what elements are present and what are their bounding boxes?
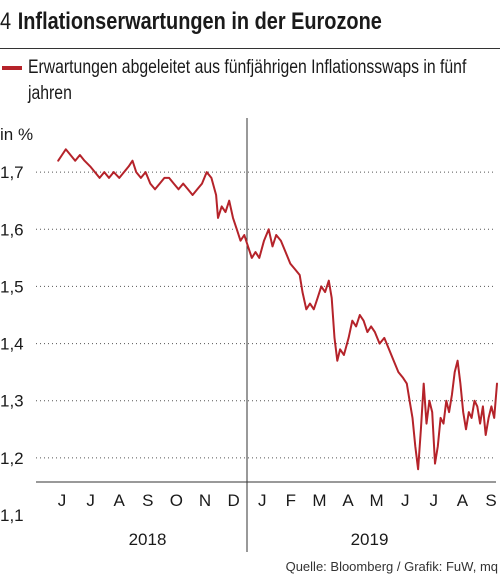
x-tick-label: M: [312, 491, 326, 510]
y-tick-label: 1,3: [0, 392, 24, 411]
title-divider: [0, 48, 500, 49]
y-tick-label: 1,5: [0, 277, 24, 296]
x-tick-label: D: [227, 491, 239, 510]
x-tick-label: N: [199, 491, 211, 510]
x-tick-label: S: [485, 491, 496, 510]
chart-title: Inflationserwartungen in der Eurozone: [17, 8, 382, 35]
year-label: 2018: [129, 530, 167, 549]
x-tick-label: J: [86, 491, 95, 510]
y-tick-label: 1,6: [0, 220, 24, 239]
y-tick-label: 1,4: [0, 335, 24, 354]
y-tick-label: 1,1: [0, 506, 24, 525]
legend-swatch: [2, 66, 22, 70]
x-tick-label: S: [142, 491, 153, 510]
x-tick-label: J: [258, 491, 267, 510]
source-note: Quelle: Bloomberg / Grafik: FuW, mq: [285, 559, 498, 574]
x-tick-label: A: [114, 491, 126, 510]
y-tick-label: 1,2: [0, 449, 24, 468]
x-tick-label: J: [430, 491, 439, 510]
y-tick-label: 1,7: [0, 163, 24, 182]
x-tick-label: J: [58, 491, 67, 510]
legend-label: Erwartungen abgeleitet aus fünfjährigen …: [28, 57, 467, 104]
chart-number: 4: [0, 8, 12, 35]
chart-title-row: 4 Inflationserwartungen in der Eurozone: [0, 8, 382, 36]
y-unit-label: in %: [0, 125, 33, 144]
x-tick-label: J: [401, 491, 410, 510]
x-tick-label: O: [170, 491, 183, 510]
x-tick-label: F: [286, 491, 296, 510]
x-tick-label: M: [370, 491, 384, 510]
x-tick-label: A: [457, 491, 469, 510]
series-line: [57, 148, 498, 471]
year-label: 2019: [351, 530, 389, 549]
x-tick-label: A: [342, 491, 354, 510]
